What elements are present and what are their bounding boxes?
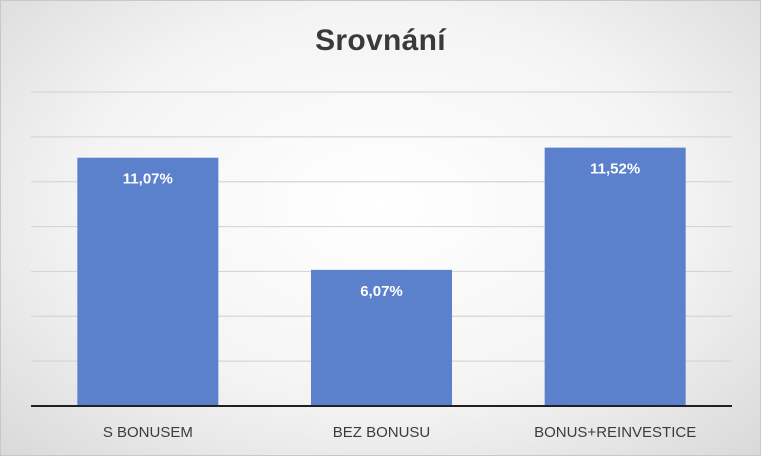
x-tick-label-2: BONUS+REINVESTICE <box>534 424 696 441</box>
data-label-0: 11,07% <box>123 171 173 188</box>
bar-0 <box>77 157 219 406</box>
bar-2 <box>544 147 686 406</box>
chart-title: Srovnání <box>315 24 446 57</box>
bar-1 <box>311 269 452 406</box>
x-tick-label-0: S BONUSEM <box>103 424 193 441</box>
data-label-2: 11,52% <box>590 161 640 178</box>
data-label-1: 6,07% <box>360 283 403 300</box>
x-tick-label-1: BEZ BONUSU <box>333 424 431 441</box>
